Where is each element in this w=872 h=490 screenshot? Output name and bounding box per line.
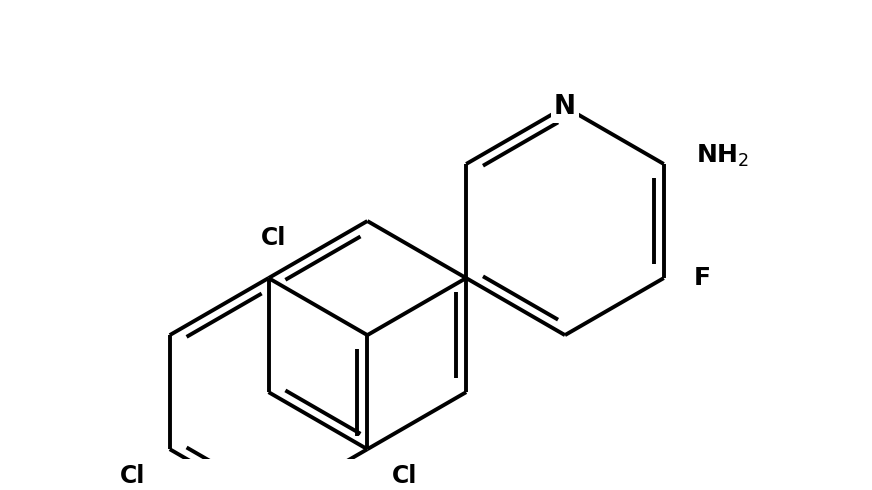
Text: F: F [693,266,711,290]
Text: N: N [554,94,576,120]
Text: Cl: Cl [261,226,286,250]
Text: Cl: Cl [119,464,145,488]
Text: NH$_2$: NH$_2$ [696,143,748,169]
Text: Cl: Cl [392,464,418,488]
